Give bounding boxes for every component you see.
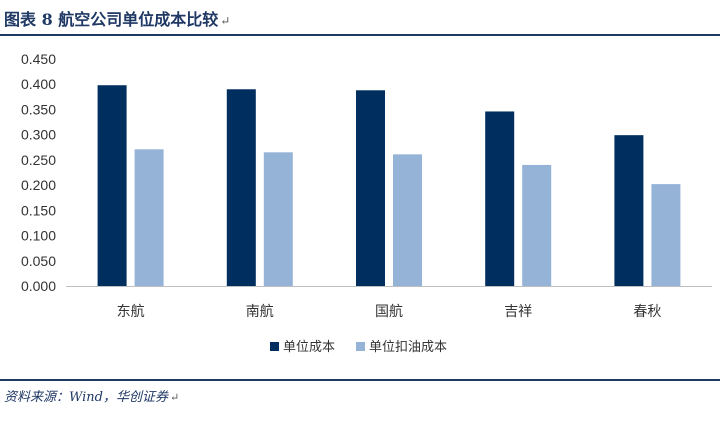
bar-unit-cost-ex-fuel: [134, 149, 164, 286]
figure-title-text: 图表 8 航空公司单位成本比较: [4, 10, 219, 29]
bar-unit-cost-ex-fuel: [651, 184, 681, 286]
y-tick-label: 0.150: [21, 202, 56, 218]
y-tick-label: 0.250: [21, 152, 56, 168]
y-tick-label: 0.450: [21, 51, 56, 67]
paragraph-mark-icon: ↵: [220, 14, 231, 28]
figure-source-text: 资料来源：Wind，华创证券: [4, 390, 168, 405]
legend-label: 单位成本: [283, 340, 335, 355]
footer-rule: [0, 379, 720, 381]
bar-unit-cost-ex-fuel: [263, 152, 293, 286]
y-tick-label: 0.300: [21, 127, 56, 143]
figure-source: 资料来源：Wind，华创证券 ↵: [4, 386, 179, 405]
y-tick-label: 0.200: [21, 177, 56, 193]
x-category-label: 国航: [375, 304, 403, 320]
bar-unit-cost-ex-fuel: [522, 164, 552, 286]
figure-title: 图表 8 航空公司单位成本比较 ↵: [4, 6, 230, 30]
x-category-label: 春秋: [633, 304, 661, 320]
legend-label: 单位扣油成本: [369, 340, 447, 355]
bar-unit-cost: [356, 90, 385, 286]
y-tick-label: 0.350: [21, 101, 56, 117]
y-tick-label: 0.100: [21, 228, 56, 244]
bar-unit-cost: [485, 111, 515, 286]
y-tick-label: 0.000: [21, 278, 56, 294]
bar-unit-cost: [97, 85, 127, 286]
figure-header: 图表 8 航空公司单位成本比较 ↵: [0, 0, 720, 34]
bar-unit-cost-ex-fuel: [393, 154, 422, 286]
legend-swatch: [356, 342, 365, 351]
x-category-label: 东航: [117, 304, 145, 320]
bar-unit-cost: [226, 89, 256, 286]
paragraph-mark-icon: ↵: [170, 391, 180, 404]
legend-swatch: [270, 342, 279, 351]
x-category-label: 南航: [246, 304, 274, 320]
y-tick-label: 0.050: [21, 253, 56, 269]
bar-chart: 0.000 0.050 0.100 0.150 0.200 0.250 0.300 0.350…: [21, 51, 712, 355]
bar-unit-cost: [614, 135, 644, 286]
x-category-label: 吉祥: [504, 304, 532, 320]
header-rule: [0, 34, 720, 36]
y-tick-label: 0.400: [21, 76, 56, 92]
